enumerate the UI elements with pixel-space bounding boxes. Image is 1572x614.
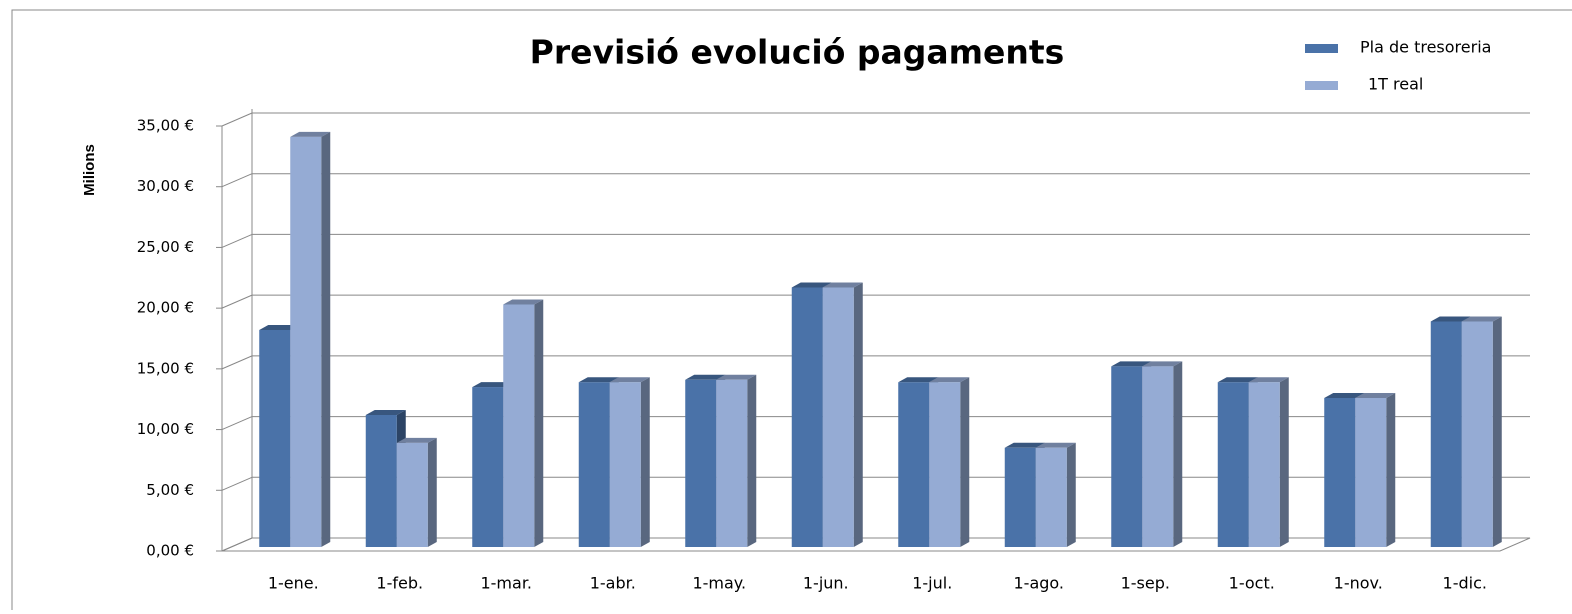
bar [791, 287, 823, 547]
x-tick-label: 1-ene. [268, 574, 319, 593]
bar [578, 382, 610, 547]
x-tick-label: 1-mar. [480, 574, 532, 593]
bar [1461, 321, 1493, 547]
bar-top [1461, 316, 1502, 322]
bar-top [791, 282, 832, 288]
bar-top [365, 410, 406, 415]
bar-side [960, 377, 970, 547]
bar-top [1324, 393, 1365, 398]
bar [1004, 447, 1036, 547]
bar [259, 330, 291, 547]
bar-side [1279, 377, 1289, 547]
y-tick-label: 5,00 € [146, 481, 194, 499]
y-tick-label: 25,00 € [137, 238, 194, 256]
bar-side [534, 299, 544, 547]
bar-top [503, 299, 544, 305]
bar-top [822, 282, 863, 288]
bar-side [321, 131, 331, 547]
x-tick-label: 1-sep. [1121, 574, 1170, 593]
bar-side [747, 374, 757, 547]
bar-side [1173, 361, 1183, 547]
bar-top [1004, 442, 1045, 448]
x-tick-label: 1-may. [692, 574, 746, 593]
legend-label: Pla de tresoreria [1360, 38, 1491, 57]
bar [1355, 398, 1387, 547]
bar [1324, 398, 1356, 547]
bar-top [1111, 361, 1152, 367]
bar-top [290, 131, 331, 137]
bar [822, 287, 854, 547]
bar [929, 382, 961, 547]
bar-top [1430, 316, 1471, 322]
x-tick-label: 1-ago. [1013, 574, 1064, 593]
bar [396, 442, 428, 547]
bar [365, 415, 397, 547]
bar [1111, 366, 1143, 547]
grid-line [221, 476, 253, 491]
bar-top [396, 437, 437, 443]
bar-side [1066, 442, 1076, 547]
y-tick-label: 10,00 € [137, 420, 194, 438]
legend-label: 1T real [1368, 75, 1423, 94]
bar-side [427, 437, 437, 547]
grid-line [221, 173, 253, 188]
chart-title: Previsió evolució pagaments [530, 33, 1065, 72]
x-tick-label: 1-nov. [1334, 574, 1383, 593]
bar [716, 379, 748, 547]
bar-side [1492, 316, 1502, 547]
bar-top [685, 374, 726, 380]
grid-line [221, 416, 253, 431]
bar [1035, 447, 1067, 547]
bar-side [853, 282, 863, 547]
bar [290, 136, 322, 547]
x-tick-label: 1-dic. [1443, 574, 1487, 593]
y-tick-label: 20,00 € [137, 299, 194, 317]
bar-top [609, 377, 650, 383]
bar-top [259, 325, 300, 330]
bar-top [716, 374, 757, 380]
x-tick-label: 1-feb. [376, 574, 423, 593]
bar-side [640, 377, 650, 547]
y-tick-label: 0,00 € [146, 542, 194, 560]
bar [685, 379, 717, 547]
bar-top [1355, 393, 1396, 398]
y-tick-label: 15,00 € [137, 359, 194, 377]
grid-line [221, 355, 253, 370]
bar-top [1035, 442, 1076, 448]
grid-line [221, 294, 253, 309]
y-tick-label: 30,00 € [137, 177, 194, 195]
legend-swatch [1305, 44, 1338, 53]
bar [503, 304, 535, 547]
y-axis-label: Milions [81, 144, 98, 196]
bar [1430, 321, 1462, 547]
bar-top [1248, 377, 1289, 383]
bar [609, 382, 641, 547]
grid-line [221, 112, 253, 127]
x-tick-label: 1-jun. [803, 574, 849, 593]
bar [1217, 382, 1249, 547]
legend-swatch [1305, 81, 1338, 90]
x-tick-label: 1-abr. [590, 574, 636, 593]
bar [898, 382, 930, 547]
bar-top [578, 377, 619, 383]
x-tick-label: 1-oct. [1229, 574, 1275, 593]
bar [1248, 382, 1280, 547]
bar-side [1386, 393, 1396, 547]
x-tick-label: 1-jul. [912, 574, 952, 593]
bar-top [1142, 361, 1183, 367]
bar-top [1217, 377, 1258, 383]
grid-line [221, 537, 253, 552]
bar-top [472, 382, 513, 388]
bar [1142, 366, 1174, 547]
y-tick-label: 35,00 € [137, 117, 194, 135]
grid-line [221, 233, 253, 248]
bar-top [929, 377, 970, 383]
bar-top [898, 377, 939, 383]
bar [472, 387, 504, 547]
